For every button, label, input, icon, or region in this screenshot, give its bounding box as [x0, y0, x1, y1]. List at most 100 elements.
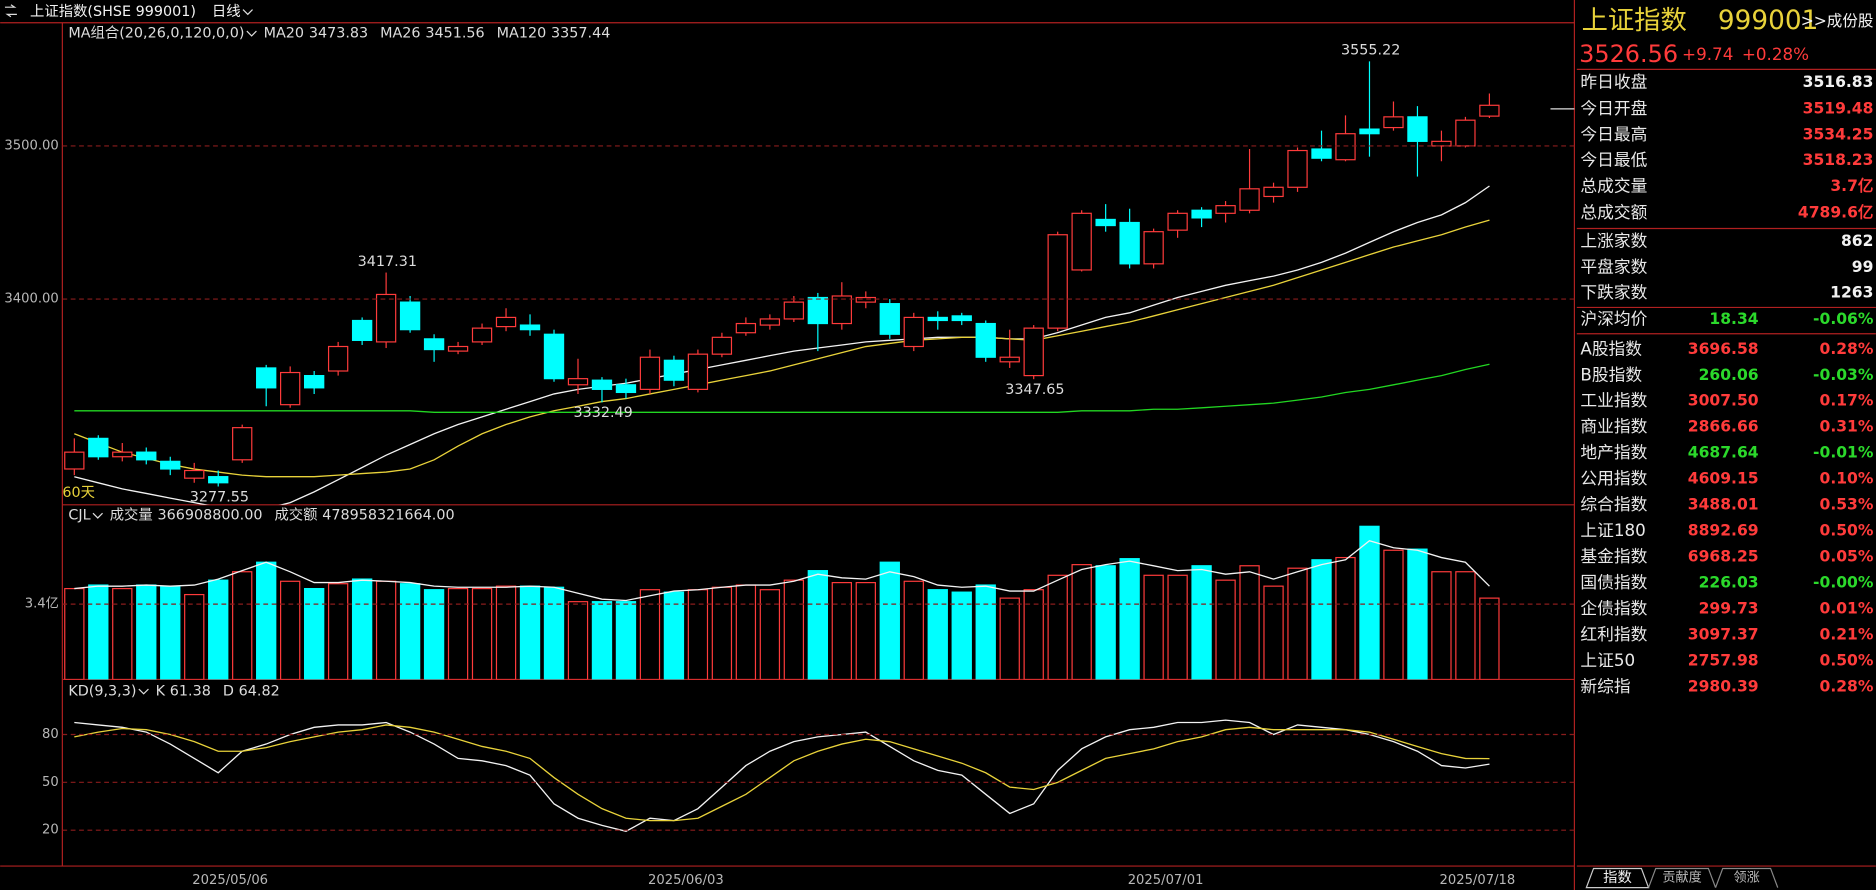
volume-bar [351, 578, 373, 680]
tab-label[interactable]: 领涨 [1734, 870, 1760, 886]
index-name[interactable]: 上证180 [1580, 520, 1645, 540]
volume-bar [543, 586, 565, 680]
constituents-link[interactable]: >>成份股 [1801, 12, 1874, 30]
volume-bar [399, 583, 421, 680]
candle-body [711, 336, 733, 355]
candle-body [136, 451, 157, 461]
volume-bar [831, 582, 852, 680]
legend-name: MA26 [380, 25, 420, 41]
volume-bar [1335, 556, 1356, 680]
candle-body [184, 469, 205, 479]
index-value: 3097.37 [1688, 625, 1759, 643]
volume-bar [1455, 571, 1476, 680]
stat-value: 366908800.00 [158, 508, 263, 524]
volume-bar [711, 586, 733, 680]
index-value: 2866.66 [1688, 418, 1759, 436]
volume-bar [1263, 585, 1284, 680]
index-value: 3696.58 [1688, 340, 1759, 358]
index-change: 0.53% [1820, 496, 1874, 514]
volume-bar [1071, 564, 1092, 680]
volume-bar [1359, 525, 1380, 680]
tab-label[interactable]: 指数 [1603, 869, 1632, 886]
volume-bar [1119, 558, 1140, 680]
y-tick-label: 3400.00 [4, 292, 58, 307]
volume-bar [112, 587, 133, 680]
tab[interactable] [1648, 867, 1717, 888]
field-value: 18.34 [1709, 310, 1758, 328]
index-name[interactable]: A股指数 [1580, 338, 1642, 358]
index-value: 4609.15 [1688, 470, 1759, 488]
indicator-line [74, 185, 1490, 505]
volume-bar [423, 589, 445, 680]
index-name[interactable]: 工业指数 [1580, 390, 1647, 410]
candle-body [471, 327, 493, 343]
index-name[interactable]: 国债指数 [1580, 572, 1647, 592]
volume-bar [1311, 559, 1332, 680]
indicator-chevron[interactable] [246, 30, 257, 37]
candle-body [903, 316, 924, 348]
volume-bar [1047, 574, 1068, 680]
plot-area [64, 61, 1500, 505]
volume-bar [903, 580, 924, 680]
plot-area [74, 719, 1490, 832]
index-name[interactable]: 基金指数 [1580, 546, 1647, 566]
tab-label[interactable]: 贡献度 [1662, 870, 1701, 886]
switch-icon[interactable] [4, 4, 17, 18]
candle-body [687, 353, 709, 390]
price-change-pct: +0.28% [1742, 44, 1809, 64]
index-name[interactable]: 上证50 [1580, 650, 1635, 670]
volume-bar [951, 591, 972, 680]
volume-bar [759, 589, 781, 680]
period-chevron[interactable] [242, 9, 253, 16]
header-title: 上证指数(SHSE 999001) [30, 3, 196, 20]
indicator-chevron[interactable] [138, 688, 149, 695]
indicator-line [74, 719, 1490, 832]
field-label: 昨日收盘 [1580, 72, 1647, 92]
candle-body [1287, 149, 1308, 188]
y-tick-label: 3.4亿 [25, 596, 59, 612]
index-change: 0.28% [1820, 677, 1874, 695]
candle-body [1455, 119, 1476, 147]
volume-bar [615, 601, 637, 680]
volume-bar [160, 585, 181, 680]
field-value: 3516.83 [1803, 73, 1874, 91]
legend-name: MA120 [497, 25, 547, 41]
volume-bar [783, 579, 805, 680]
tab[interactable] [1585, 867, 1650, 889]
index-name[interactable]: 企债指数 [1580, 598, 1647, 618]
x-tick-label: 2025/06/03 [648, 873, 724, 888]
last-price: 3526.56 [1579, 40, 1678, 68]
volume-bar [1287, 567, 1308, 680]
volume-bar [807, 570, 829, 680]
volume-bar [303, 587, 325, 680]
candle-body [375, 293, 397, 343]
index-change: 0.31% [1820, 418, 1874, 436]
index-name[interactable]: 新综指 [1580, 676, 1630, 696]
index-value: 3488.01 [1688, 496, 1759, 514]
extreme-label: 3332.49 [574, 405, 633, 421]
legend-value: 64.82 [239, 683, 280, 699]
period-selector[interactable]: 日线 [212, 3, 241, 20]
candle-body [831, 295, 852, 325]
field-label: 总成交额 [1580, 202, 1647, 222]
candle-body [1359, 128, 1380, 135]
y-tick-label: 80 [42, 727, 59, 742]
candle-body [1383, 116, 1404, 129]
volume-bar [687, 589, 709, 680]
extreme-label: 3347.65 [1005, 382, 1064, 398]
tab[interactable] [1714, 867, 1779, 888]
legend-value: 3473.83 [309, 25, 368, 41]
index-name[interactable]: 公用指数 [1580, 468, 1647, 488]
index-name[interactable]: 商业指数 [1580, 416, 1647, 436]
field-label: 今日最高 [1580, 124, 1647, 144]
candle-body [280, 371, 301, 406]
volume-bar [64, 587, 85, 680]
volume-bar [232, 571, 253, 680]
index-name[interactable]: 地产指数 [1580, 442, 1647, 462]
index-name[interactable]: B股指数 [1580, 364, 1642, 384]
volume-bar [1383, 549, 1404, 680]
index-name[interactable]: 红利指数 [1580, 624, 1647, 644]
indicator-chevron[interactable] [92, 512, 103, 519]
index-name[interactable]: 综合指数 [1580, 494, 1647, 514]
